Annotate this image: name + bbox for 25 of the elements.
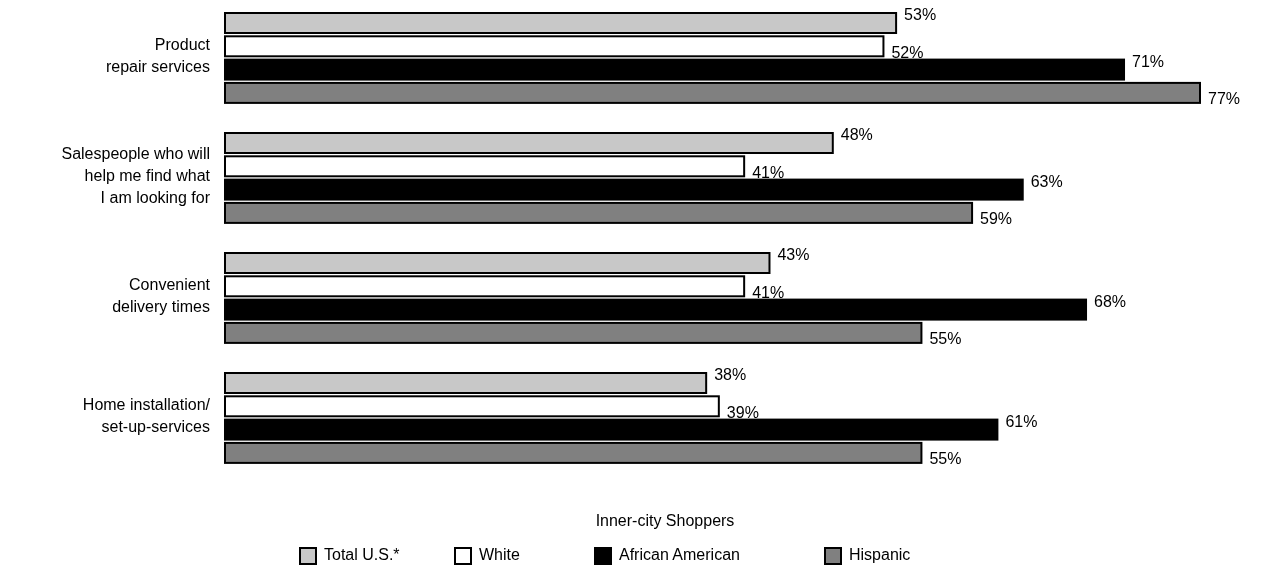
data-label: 43% — [777, 246, 810, 264]
data-label: 63% — [1030, 172, 1063, 190]
data-label: 53% — [904, 6, 937, 24]
data-label: 52% — [891, 43, 924, 61]
data-label: 39% — [726, 403, 759, 421]
legend-label: White — [479, 546, 520, 564]
data-label: 55% — [929, 450, 962, 468]
y-tick-label: Home installation/ set-up-services — [82, 395, 211, 435]
legend-label: Hispanic — [849, 546, 911, 564]
data-label: 41% — [752, 283, 785, 301]
data-label: 48% — [840, 126, 873, 144]
data-label: 61% — [1005, 412, 1038, 430]
data-label: 68% — [1094, 292, 1127, 310]
data-label: 55% — [929, 330, 962, 348]
legend-label: Total U.S.* — [324, 546, 400, 564]
data-label: 59% — [980, 210, 1013, 228]
legend-label: African American — [619, 546, 740, 564]
data-label: 77% — [1208, 90, 1241, 108]
data-label: 38% — [714, 366, 747, 384]
data-label: 41% — [752, 163, 785, 181]
y-tick-label: Convenient delivery times — [112, 275, 211, 315]
data-label: 71% — [1132, 52, 1165, 70]
legend-title: Inner-city Shoppers — [595, 512, 735, 530]
y-tick-label: Product repair services — [105, 35, 211, 75]
y-tick-label: Salespeople who will help me find what I am looking for — [61, 144, 211, 206]
